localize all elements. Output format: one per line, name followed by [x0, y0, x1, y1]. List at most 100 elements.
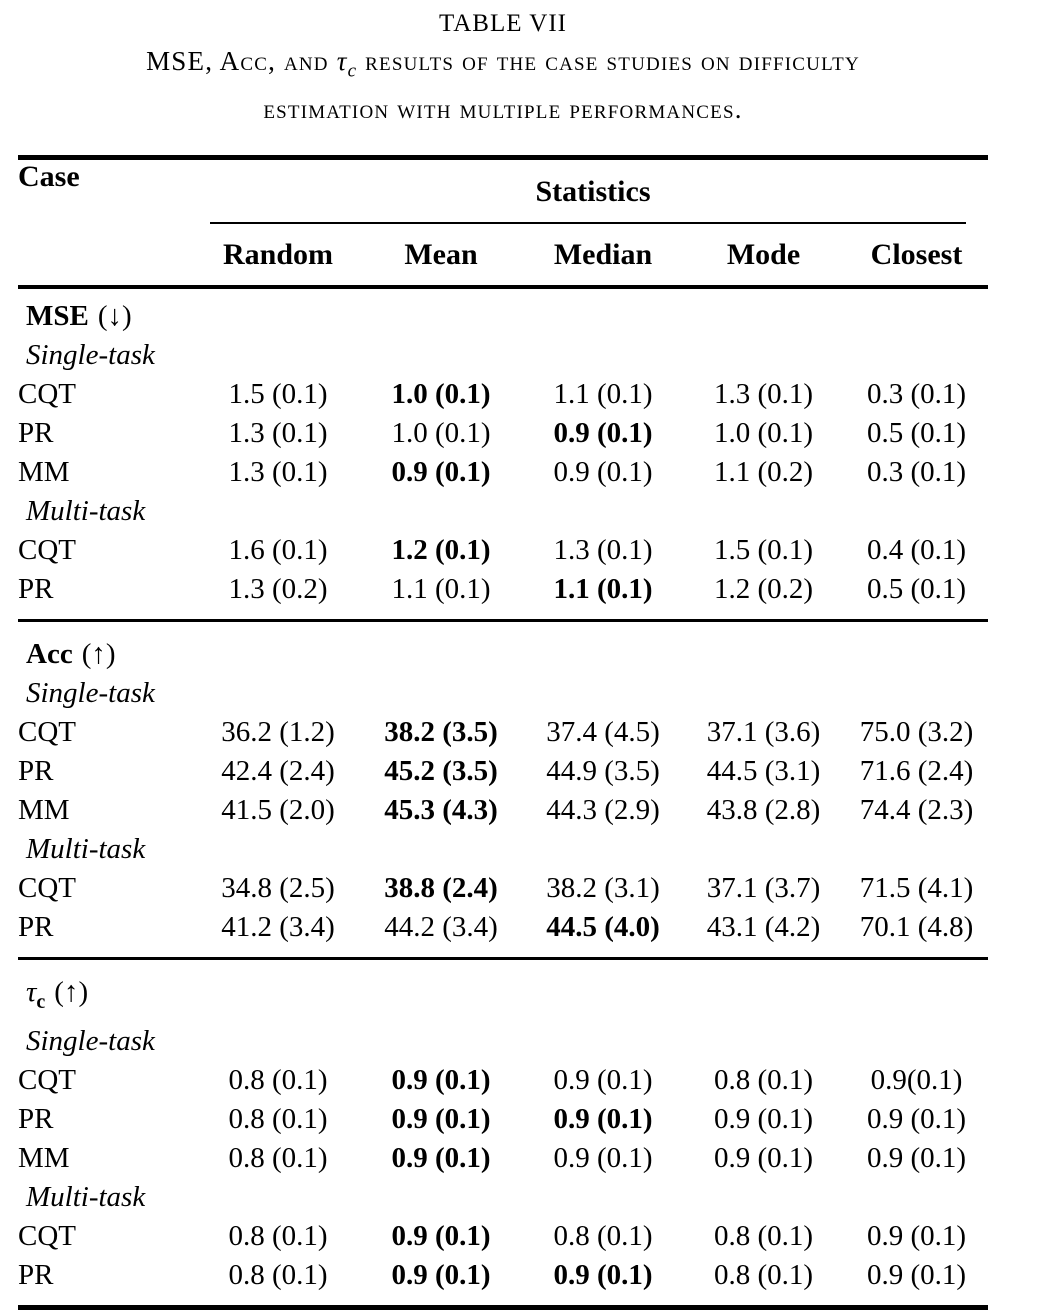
table-row: CQT 36.2 (1.2) 38.2 (3.5) 37.4 (4.5) 37.… [18, 713, 988, 752]
cell-mean: 0.9 (0.1) [391, 1064, 491, 1097]
cell-median: 1.1 (0.1) [553, 573, 653, 606]
group-row-single-task: Single-task [18, 336, 988, 375]
cell-mean: 0.9 (0.1) [391, 1103, 491, 1136]
tau-symbol: τ [26, 976, 37, 1009]
group-label: Single-task [26, 677, 155, 710]
caption-line1-post: results of the case studies on difficult… [357, 46, 860, 76]
row-label: CQT [18, 872, 76, 905]
cell-mean: 45.3 (4.3) [384, 794, 498, 827]
section-cell: MSE (↓) [18, 287, 988, 336]
cell-closest: 74.4 (2.3) [859, 794, 974, 827]
cell-median: 0.9 (0.1) [553, 456, 653, 489]
table-row: PR 0.8 (0.1) 0.9 (0.1) 0.9 (0.1) 0.8 (0.… [18, 1256, 988, 1308]
cell-mode: 0.8 (0.1) [713, 1220, 814, 1253]
case-header: Case [18, 157, 198, 290]
metric-label: Acc [26, 638, 73, 671]
cell-closest: 0.3 (0.1) [866, 378, 967, 411]
cell-mean: 1.0 (0.1) [391, 417, 491, 450]
tau-symbol: τc [337, 46, 358, 81]
section-header-mse: MSE (↓) [18, 287, 988, 336]
group-label: Single-task [26, 1025, 155, 1058]
table-row: PR 0.8 (0.1) 0.9 (0.1) 0.9 (0.1) 0.9 (0.… [18, 1100, 988, 1139]
cell-closest: 70.1 (4.8) [859, 911, 974, 944]
group-label: Multi-task [26, 833, 146, 866]
cell-random: 0.8 (0.1) [228, 1064, 328, 1097]
table-row: MM 41.5 (2.0) 45.3 (4.3) 44.3 (2.9) 43.8… [18, 791, 988, 830]
cell-mode: 1.0 (0.1) [713, 417, 814, 450]
cell-median: 0.9 (0.1) [553, 1142, 653, 1175]
row-label: CQT [18, 1220, 76, 1253]
table-row: CQT 34.8 (2.5) 38.8 (2.4) 38.2 (3.1) 37.… [18, 869, 988, 908]
group-row-multi-task: Multi-task [18, 1178, 988, 1217]
cell-random: 41.5 (2.0) [221, 794, 335, 827]
table-row: CQT 0.8 (0.1) 0.9 (0.1) 0.9 (0.1) 0.8 (0… [18, 1061, 988, 1100]
cell-closest: 0.9 (0.1) [866, 1142, 967, 1175]
cell-random: 34.8 (2.5) [221, 872, 335, 905]
cell-mean: 1.0 (0.1) [391, 378, 491, 411]
statistics-label: Statistics [535, 175, 651, 209]
cell-mean: 1.1 (0.1) [391, 573, 491, 606]
page: TABLE VII MSE, Acc, and τc results of th… [18, 0, 988, 1310]
cell-random: 1.3 (0.1) [228, 417, 328, 450]
table-row: CQT 1.5 (0.1) 1.0 (0.1) 1.1 (0.1) 1.3 (0… [18, 375, 988, 414]
row-label: CQT [18, 534, 76, 567]
cell-mode: 0.8 (0.1) [713, 1259, 814, 1292]
cell-median: 0.8 (0.1) [553, 1220, 653, 1253]
table-row: CQT 0.8 (0.1) 0.9 (0.1) 0.8 (0.1) 0.8 (0… [18, 1217, 988, 1256]
cell-closest: 0.5 (0.1) [866, 573, 967, 606]
row-label: PR [18, 573, 54, 606]
cell-mode: 0.9 (0.1) [713, 1103, 814, 1136]
cell-closest: 75.0 (3.2) [859, 716, 974, 749]
cell-mean: 38.8 (2.4) [384, 872, 498, 905]
group-label: Multi-task [26, 495, 146, 528]
col-header-median: Median [524, 224, 682, 290]
group-row-multi-task: Multi-task [18, 830, 988, 869]
cell-median: 1.1 (0.1) [553, 378, 653, 411]
row-label: PR [18, 911, 54, 944]
metric-label: MSE [26, 300, 89, 333]
row-label: PR [18, 1259, 54, 1292]
group-row-single-task: Single-task [18, 674, 988, 713]
cell-median: 44.5 (4.0) [546, 911, 660, 944]
cell-median: 44.9 (3.5) [546, 755, 660, 788]
cell-closest: 0.5 (0.1) [866, 417, 967, 450]
cell-closest: 0.9 (0.1) [866, 1220, 967, 1253]
caption-line1-pre: MSE, Acc, and [146, 46, 337, 76]
cell-mode: 37.1 (3.7) [706, 872, 821, 905]
cell-median: 0.9 (0.1) [553, 1103, 653, 1136]
cell-mode: 0.8 (0.1) [713, 1064, 814, 1097]
cell-mean: 0.9 (0.1) [391, 456, 491, 489]
cell-median: 44.3 (2.9) [546, 794, 660, 827]
row-label: PR [18, 417, 54, 450]
metric-arrow: (↑) [54, 976, 89, 1009]
header-row-statistics: Case Statistics [18, 157, 988, 290]
col-header-random: Random [198, 224, 358, 290]
cell-closest: 71.5 (4.1) [859, 872, 974, 905]
cell-mode: 1.3 (0.1) [713, 378, 814, 411]
cell-closest: 0.4 (0.1) [866, 534, 967, 567]
cell-mode: 1.1 (0.2) [713, 456, 814, 489]
cell-mean: 0.9 (0.1) [391, 1220, 491, 1253]
cell-mean: 0.9 (0.1) [391, 1259, 491, 1292]
cell-mean: 45.2 (3.5) [384, 755, 498, 788]
row-label: PR [18, 1103, 54, 1136]
section-header-tau-c: τc (↑) [18, 957, 988, 1023]
cell-mode: 0.9 (0.1) [713, 1142, 814, 1175]
table-row: PR 1.3 (0.1) 1.0 (0.1) 0.9 (0.1) 1.0 (0.… [18, 414, 988, 453]
cell-mode: 43.1 (4.2) [706, 911, 821, 944]
cell-random: 1.6 (0.1) [228, 534, 328, 567]
section-header-acc: Acc (↑) [18, 619, 988, 675]
cell-closest: 0.9(0.1) [870, 1064, 963, 1097]
table-row: PR 41.2 (3.4) 44.2 (3.4) 44.5 (4.0) 43.1… [18, 908, 988, 959]
row-label: CQT [18, 716, 76, 749]
col-header-mode: Mode [682, 224, 845, 290]
caption-line2: estimation with multiple performances. [263, 94, 743, 125]
results-table: Case Statistics Random Mean Median Mode … [18, 155, 988, 1310]
cell-closest: 0.9 (0.1) [866, 1259, 967, 1292]
row-label: CQT [18, 378, 76, 411]
metric-arrow: (↑) [81, 638, 116, 671]
cell-mean: 38.2 (3.5) [384, 716, 498, 749]
table-row: MM 1.3 (0.1) 0.9 (0.1) 0.9 (0.1) 1.1 (0.… [18, 453, 988, 492]
col-header-mean: Mean [358, 224, 524, 290]
cell-random: 42.4 (2.4) [221, 755, 335, 788]
